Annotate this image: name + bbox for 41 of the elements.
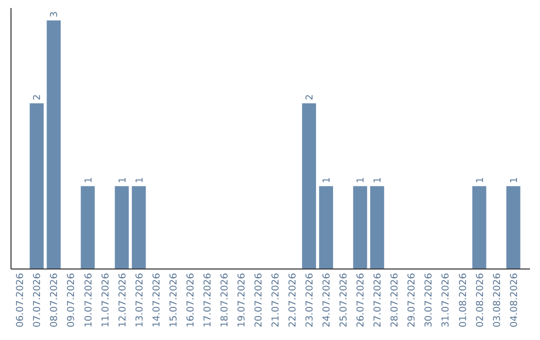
x-tick-label: 30.07.2026 bbox=[424, 273, 435, 328]
data-label: 1 bbox=[356, 177, 367, 184]
data-label: 1 bbox=[372, 177, 384, 184]
x-tick-label: 23.07.2026 bbox=[304, 273, 316, 328]
data-label: 2 bbox=[32, 94, 44, 100]
data-label: 1 bbox=[134, 177, 146, 184]
data-label: 1 bbox=[83, 177, 94, 184]
x-tick-label: 26.07.2026 bbox=[356, 273, 367, 328]
x-tick-label: 21.07.2026 bbox=[270, 273, 282, 328]
x-tick-label: 24.07.2026 bbox=[322, 273, 333, 328]
x-tick-label: 22.07.2026 bbox=[288, 273, 299, 328]
x-tick-label: 14.07.2026 bbox=[151, 273, 162, 328]
x-tick-label: 18.07.2026 bbox=[219, 273, 230, 328]
x-tick-label: 01.08.2026 bbox=[458, 273, 469, 328]
data-label: 1 bbox=[117, 177, 128, 184]
x-tick-label: 07.07.2026 bbox=[32, 273, 44, 328]
x-tick-label: 17.07.2026 bbox=[202, 273, 214, 328]
x-tick-label: 20.07.2026 bbox=[253, 273, 264, 328]
x-tick-label: 29.07.2026 bbox=[406, 273, 418, 328]
x-tick-label: 11.07.2026 bbox=[100, 273, 112, 328]
data-label: 1 bbox=[474, 177, 486, 184]
data-label: 1 bbox=[508, 177, 520, 184]
x-tick-label: 13.07.2026 bbox=[134, 273, 146, 328]
data-label: 1 bbox=[322, 177, 333, 184]
x-tick-label: 06.07.2026 bbox=[15, 273, 26, 328]
data-label: 2 bbox=[304, 94, 316, 100]
x-tick-label: 02.08.2026 bbox=[474, 273, 486, 328]
x-tick-label: 28.07.2026 bbox=[390, 273, 401, 328]
x-tick-label: 25.07.2026 bbox=[338, 273, 350, 328]
x-tick-label: 08.07.2026 bbox=[49, 273, 60, 328]
x-tick-label: 31.07.2026 bbox=[440, 273, 452, 328]
x-tick-label: 09.07.2026 bbox=[66, 273, 78, 328]
x-tick-label: 27.07.2026 bbox=[372, 273, 384, 328]
x-tick-label: 10.07.2026 bbox=[83, 273, 94, 328]
x-tick-label: 12.07.2026 bbox=[117, 273, 128, 328]
x-tick-label: 15.07.2026 bbox=[168, 273, 180, 328]
x-tick-label: 03.08.2026 bbox=[492, 273, 503, 328]
data-label: 3 bbox=[49, 11, 60, 18]
x-tick-label: 16.07.2026 bbox=[185, 273, 196, 328]
x-tick-label: 19.07.2026 bbox=[236, 273, 248, 328]
x-tick-label: 04.08.2026 bbox=[508, 273, 520, 328]
